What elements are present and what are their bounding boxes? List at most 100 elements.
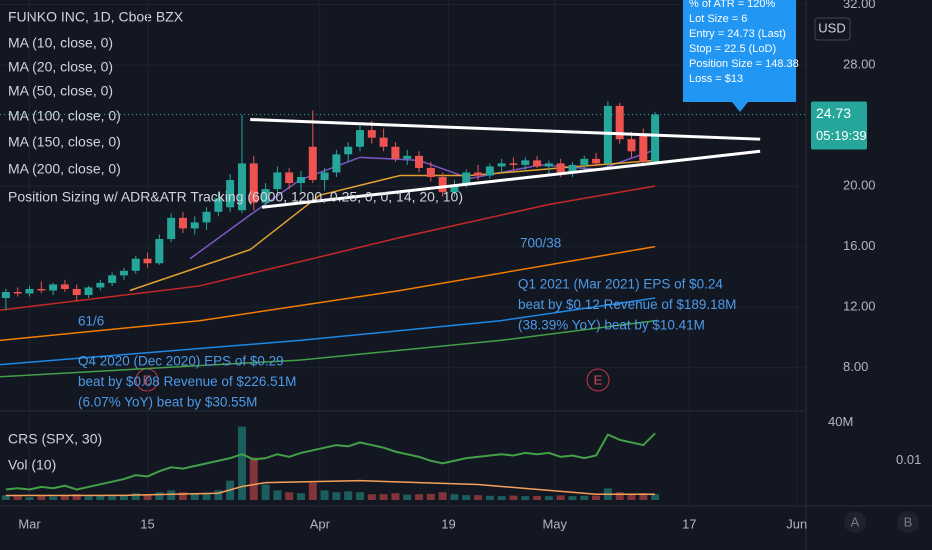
y-tick-label: 28.00	[843, 56, 876, 71]
volume-bar	[367, 494, 376, 500]
indicator-legend: MA (20, close, 0)	[8, 59, 113, 75]
pane-legend: CRS (SPX, 30)	[8, 431, 102, 447]
candle-body	[403, 155, 412, 159]
candle-body	[639, 134, 648, 162]
candle-body	[1, 291, 10, 299]
candle-body	[533, 160, 542, 167]
tooltip-line: Loss = $13	[689, 73, 743, 85]
scale-button-label: B	[904, 514, 913, 529]
x-tick-label: Jun	[786, 516, 807, 531]
candle-body	[627, 139, 636, 152]
tooltip-line: Stop = 22.5 (LoD)	[689, 43, 776, 55]
candle-body	[379, 137, 388, 147]
earnings-marker[interactable]	[586, 368, 610, 392]
last-price-box	[811, 101, 867, 150]
earnings-note: Q4 2020 (Dec 2020) EPS of $0.29	[78, 354, 284, 369]
moving-average	[0, 185, 656, 311]
volume-bar	[143, 494, 152, 500]
volume-bar	[474, 495, 483, 500]
volume-bar	[13, 496, 22, 500]
candle-body	[556, 163, 565, 173]
earnings-note: beat by $0.08 Revenue of $226.51M	[78, 374, 296, 389]
candle-body	[320, 172, 329, 181]
volume-bar	[544, 496, 553, 500]
volume-bar	[485, 495, 494, 500]
candle-body	[13, 291, 22, 294]
candle-body	[474, 172, 483, 176]
candle-body	[521, 160, 530, 165]
candle-body	[568, 164, 577, 173]
volume-bar	[415, 494, 424, 500]
candle-body	[344, 146, 353, 155]
trendline	[261, 149, 761, 209]
candle-body	[261, 189, 270, 203]
tooltip-line: Entry = 24.73 (Last)	[689, 28, 786, 40]
indicator-legend: MA (200, close, 0)	[8, 161, 121, 177]
currency: USD	[818, 20, 845, 35]
volume-bar	[72, 494, 81, 500]
candle-body	[131, 258, 140, 271]
volume-bar	[356, 492, 365, 500]
candle-body	[296, 177, 305, 184]
candle-body	[544, 163, 553, 167]
volume-bar	[60, 495, 69, 500]
volume-bar	[556, 495, 565, 500]
y-tick-label: 8.00	[843, 359, 868, 374]
currency-box[interactable]	[814, 17, 851, 41]
volume-bar	[403, 494, 412, 500]
indicator-legend: Position Sizing w/ ADR&ATR Tracking (600…	[8, 189, 463, 205]
y-tick-label: 32.00	[843, 0, 876, 11]
volume-bar	[119, 494, 128, 500]
candle-body	[509, 163, 518, 165]
volume-bar	[273, 490, 282, 500]
volume-bar	[521, 496, 530, 500]
volume-bar	[592, 495, 601, 500]
volume-bar	[25, 497, 34, 500]
pane-legend: Vol (10)	[8, 457, 56, 473]
candle-body	[143, 258, 152, 264]
candle-body	[462, 172, 471, 185]
candle-body	[308, 146, 317, 181]
candle-body	[96, 282, 105, 288]
volume-bar	[202, 493, 211, 500]
volume-ma	[5, 479, 656, 497]
moving-average	[0, 245, 656, 342]
candle-body	[108, 275, 117, 283]
volume-bar	[438, 492, 447, 500]
volume-bar	[462, 495, 471, 500]
candle-body	[84, 287, 93, 296]
volume-bar	[426, 493, 435, 500]
candle-body	[214, 198, 223, 212]
candle-body	[356, 130, 365, 147]
candle-body	[178, 217, 187, 229]
scale-button-label: A	[851, 514, 860, 529]
volume-bar	[533, 495, 542, 500]
chart-title: FUNKO INC, 1D, Cboe BZX	[8, 9, 184, 25]
candle-body	[497, 163, 506, 167]
x-tick-label: Mar	[18, 516, 41, 531]
volume-bar	[261, 484, 270, 500]
volume-bar	[580, 495, 589, 500]
x-tick-label: 19	[441, 516, 455, 531]
scale-button[interactable]	[844, 511, 866, 533]
scale-button[interactable]	[897, 511, 919, 533]
crs-line	[5, 432, 656, 491]
candle-body	[438, 177, 447, 193]
candle-body	[202, 211, 211, 223]
crs-tick-label: 0.01	[896, 452, 921, 467]
countdown: 05:19:39	[816, 128, 867, 143]
tooltip-line: Position Size = 148.38	[689, 58, 799, 70]
volume-bar	[332, 492, 341, 500]
volume-bar	[49, 496, 58, 500]
y-tick-label: 12.00	[843, 299, 876, 314]
volume-bar	[651, 494, 660, 500]
x-tick-label: Apr	[310, 516, 331, 531]
volume-bar	[308, 482, 317, 500]
volume-bar	[344, 491, 353, 500]
earnings-note: Q1 2021 (Mar 2021) EPS of $0.24	[518, 277, 723, 292]
volume-tick-label: 40M	[828, 414, 853, 429]
volume-bar	[320, 490, 329, 500]
x-tick-label: 15	[140, 516, 154, 531]
volume-bar	[615, 492, 624, 500]
volume-bar	[190, 494, 199, 500]
